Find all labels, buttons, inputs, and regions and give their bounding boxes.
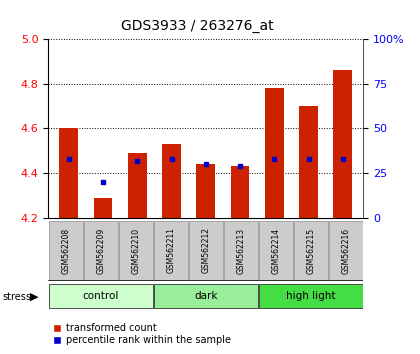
Bar bbox=[299, 106, 318, 218]
Text: GSM562213: GSM562213 bbox=[236, 227, 245, 274]
Text: GSM562212: GSM562212 bbox=[201, 228, 210, 273]
Text: GSM562210: GSM562210 bbox=[131, 227, 140, 274]
Bar bbox=[328, 221, 363, 280]
Bar bbox=[154, 221, 188, 280]
Bar bbox=[128, 153, 147, 218]
Text: high light: high light bbox=[286, 291, 336, 301]
Legend: transformed count, percentile rank within the sample: transformed count, percentile rank withi… bbox=[51, 321, 233, 347]
Bar bbox=[162, 144, 181, 218]
Bar bbox=[189, 221, 223, 280]
Text: GDS3933 / 263276_at: GDS3933 / 263276_at bbox=[121, 19, 274, 34]
Bar bbox=[265, 88, 284, 218]
Bar bbox=[59, 129, 78, 218]
Bar bbox=[154, 284, 257, 308]
Bar bbox=[197, 164, 215, 218]
Text: GSM562208: GSM562208 bbox=[61, 227, 70, 274]
Bar bbox=[84, 221, 118, 280]
Bar bbox=[259, 221, 293, 280]
Text: GSM562216: GSM562216 bbox=[341, 227, 350, 274]
Bar bbox=[333, 70, 352, 218]
Text: ▶: ▶ bbox=[30, 292, 39, 302]
Text: stress: stress bbox=[2, 292, 31, 302]
Bar bbox=[94, 198, 113, 218]
Bar bbox=[259, 284, 362, 308]
Bar bbox=[223, 221, 258, 280]
Text: GSM562214: GSM562214 bbox=[271, 227, 280, 274]
Text: GSM562215: GSM562215 bbox=[306, 227, 315, 274]
Text: control: control bbox=[83, 291, 119, 301]
Bar bbox=[118, 221, 153, 280]
Bar bbox=[231, 166, 249, 218]
Text: GSM562209: GSM562209 bbox=[96, 227, 105, 274]
Bar bbox=[49, 221, 83, 280]
Bar bbox=[49, 284, 152, 308]
Bar bbox=[294, 221, 328, 280]
Text: dark: dark bbox=[194, 291, 218, 301]
Text: GSM562211: GSM562211 bbox=[166, 228, 175, 273]
